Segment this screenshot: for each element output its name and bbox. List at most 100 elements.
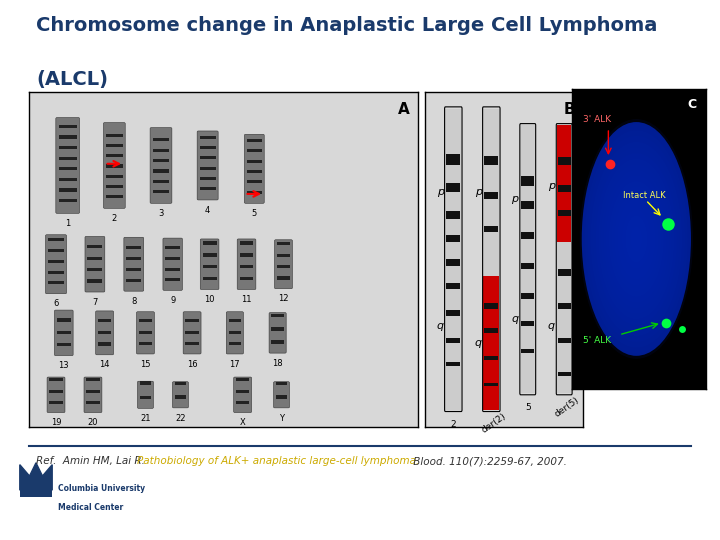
Bar [271,327,284,330]
Bar [199,167,215,170]
Bar [446,235,461,242]
Ellipse shape [580,119,693,359]
Bar [446,362,461,366]
Bar [199,146,215,149]
FancyBboxPatch shape [84,377,102,413]
Bar [86,390,99,393]
Bar [484,383,498,387]
Bar [57,330,71,334]
Bar [484,303,498,309]
Bar [153,148,169,152]
Bar [521,293,534,299]
Bar [58,157,77,160]
Text: der(2): der(2) [480,412,508,435]
Bar [186,330,199,334]
Bar [48,281,64,285]
Bar [57,343,71,346]
Text: 9: 9 [170,296,175,305]
Bar [86,401,99,404]
Bar [483,109,499,276]
Text: Columbia University: Columbia University [58,484,145,493]
Bar [87,245,102,248]
Text: p: p [474,187,482,197]
Text: 2: 2 [451,420,456,429]
FancyBboxPatch shape [45,235,66,294]
Bar [202,253,217,256]
FancyBboxPatch shape [183,312,201,354]
Bar [126,246,141,249]
Text: Intact ALK: Intact ALK [623,191,666,200]
Text: 22: 22 [175,414,186,422]
Bar [106,185,122,188]
Text: q: q [511,314,518,325]
FancyBboxPatch shape [274,382,289,408]
Bar [140,381,151,384]
Text: 19: 19 [51,418,61,427]
Bar [98,319,111,322]
Bar [199,187,215,191]
FancyBboxPatch shape [55,310,73,356]
Bar [558,269,570,276]
FancyBboxPatch shape [226,312,243,354]
Text: 16: 16 [186,360,197,369]
Bar [558,338,570,343]
Bar [446,109,462,410]
Ellipse shape [598,159,674,319]
Bar [106,134,122,137]
Bar [521,349,534,353]
Ellipse shape [590,142,683,336]
Bar [87,268,102,271]
Bar [106,144,122,147]
Bar [558,303,570,309]
Bar [521,232,534,239]
Ellipse shape [585,131,688,347]
FancyBboxPatch shape [173,382,189,408]
FancyBboxPatch shape [197,131,218,200]
Bar [557,125,572,242]
Bar [446,310,461,316]
Text: 12: 12 [278,294,289,303]
FancyBboxPatch shape [104,123,125,208]
Text: 4: 4 [205,206,210,214]
FancyBboxPatch shape [138,381,153,408]
Bar [86,379,99,381]
Bar [240,253,253,256]
Bar [106,154,122,157]
Text: Ref.  Amin HM, Lai R.: Ref. Amin HM, Lai R. [36,456,148,467]
Bar [58,146,77,149]
Ellipse shape [604,170,669,308]
Text: 3' ALK: 3' ALK [583,114,611,124]
Bar [446,183,461,192]
Bar [247,139,262,142]
Bar [58,188,77,192]
Ellipse shape [582,125,690,353]
Bar [48,260,64,263]
Bar [247,180,262,184]
Bar [166,246,180,249]
Text: 15: 15 [140,360,150,369]
Bar [236,390,249,393]
Bar [106,165,122,167]
Bar [276,395,287,399]
FancyBboxPatch shape [85,237,105,292]
Bar [236,401,249,404]
Bar [87,279,102,282]
Bar [521,200,534,209]
Bar [202,277,217,280]
Ellipse shape [620,204,653,274]
Ellipse shape [612,187,661,291]
Text: q: q [474,338,482,348]
FancyBboxPatch shape [237,239,256,289]
Text: q: q [548,321,554,331]
Bar [57,318,71,322]
Bar [558,373,570,376]
Bar [139,330,152,334]
Bar [240,277,253,280]
Text: 8: 8 [131,297,137,306]
Bar [58,167,77,171]
FancyBboxPatch shape [56,118,79,213]
FancyBboxPatch shape [163,238,182,291]
Bar [236,379,249,381]
Bar [277,242,290,246]
Text: (ALCL): (ALCL) [36,70,108,89]
